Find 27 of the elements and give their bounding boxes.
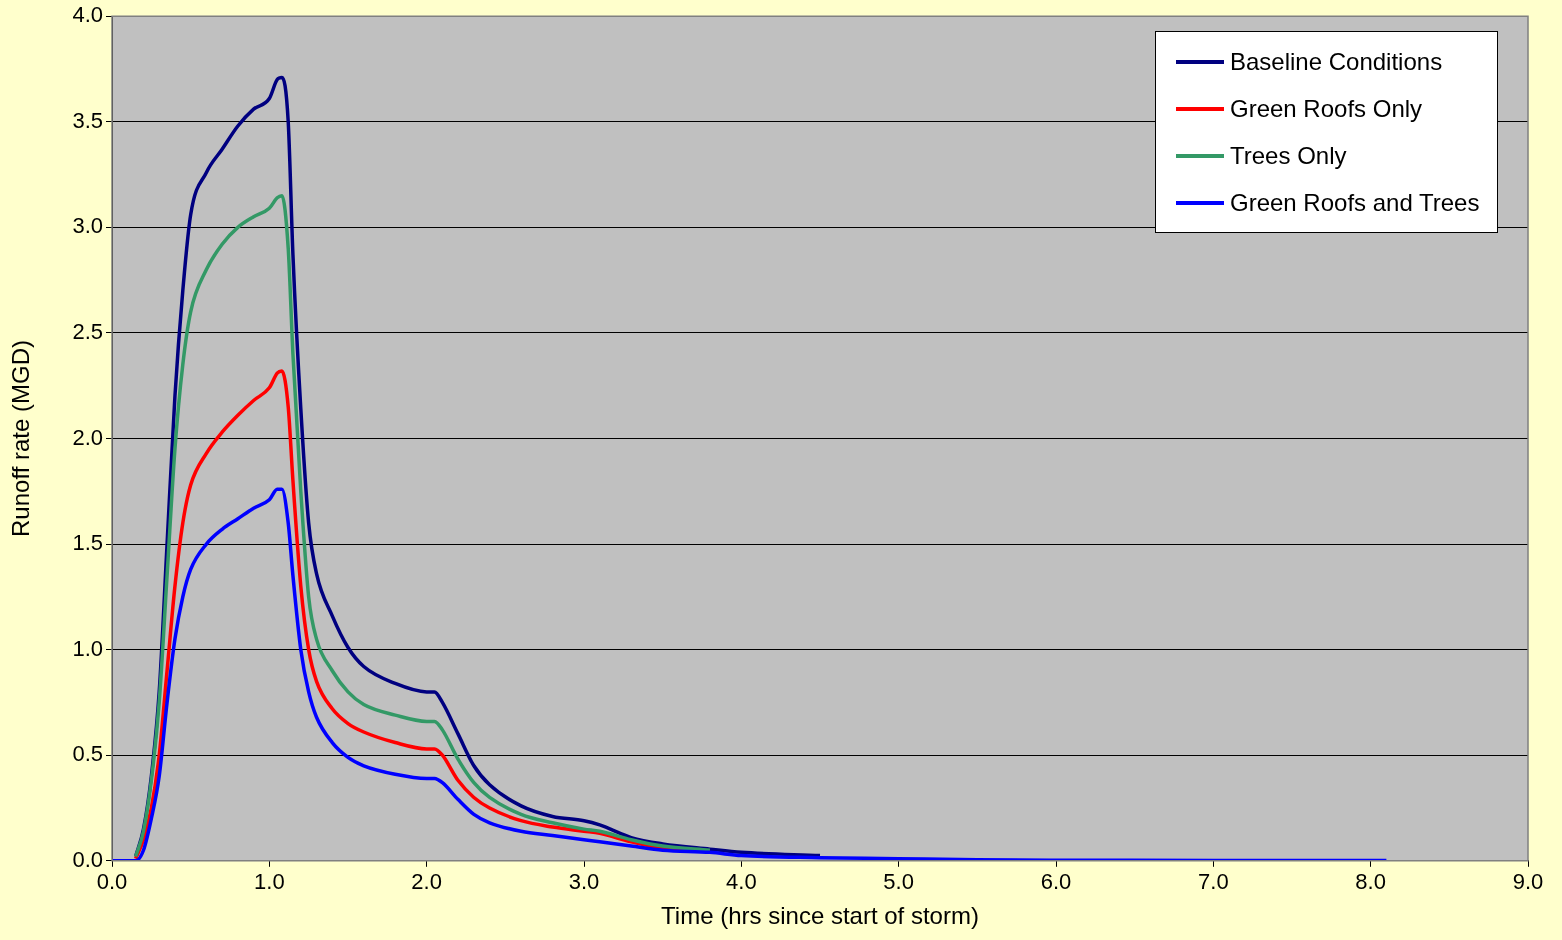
x-tick-label: 8.0 — [1355, 869, 1386, 895]
y-axis-title: Runoff rate (MGD) — [7, 340, 35, 537]
x-tick-label: 4.0 — [726, 869, 757, 895]
legend-label: Green Roofs and Trees — [1229, 187, 1480, 218]
x-tick-label: 9.0 — [1512, 869, 1544, 895]
y-tick-label: 2.0 — [72, 424, 103, 450]
line-series — [112, 487, 1389, 861]
x-axis-title: Time (hrs since start of storm) — [661, 902, 979, 930]
x-tick-label: 2.0 — [411, 869, 442, 895]
x-tick-label: 7.0 — [1198, 869, 1229, 895]
y-tick-label: 3.0 — [72, 213, 103, 239]
line-series — [133, 193, 712, 859]
y-tick-label: 1.5 — [72, 530, 103, 556]
legend-label: Baseline Conditions — [1229, 46, 1444, 77]
x-tick-label: 5.0 — [883, 869, 914, 895]
x-tick-label: 6.0 — [1040, 869, 1072, 895]
y-tick-label: 1.0 — [72, 635, 103, 661]
x-tick-label: 3.0 — [568, 869, 600, 895]
y-tick-label: 0.0 — [72, 846, 103, 872]
legend-label: Trees Only — [1229, 140, 1348, 171]
x-tick-label: 0.0 — [96, 869, 128, 895]
y-tick-label: 4.0 — [72, 2, 103, 28]
y-tick-label: 0.5 — [72, 741, 103, 767]
legend-label: Green Roofs Only — [1229, 93, 1424, 124]
x-tick-label: 1.0 — [254, 869, 285, 895]
y-tick-label: 3.5 — [72, 107, 103, 133]
y-tick-label: 2.5 — [72, 318, 103, 344]
